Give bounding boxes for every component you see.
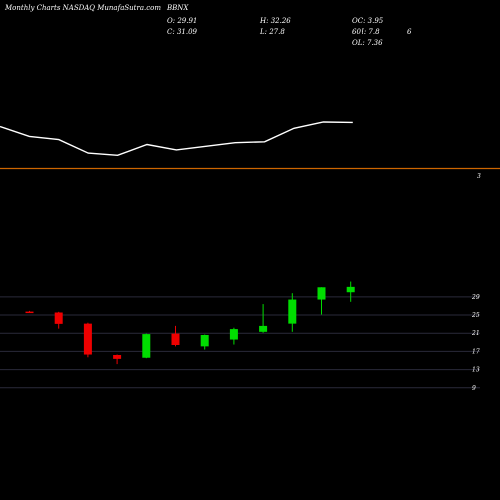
candle-body bbox=[259, 325, 268, 332]
close-value: C: 31.09 bbox=[167, 28, 197, 36]
candle-body bbox=[142, 334, 151, 358]
oh-value: OH: 7.8 bbox=[352, 28, 380, 36]
candle-body bbox=[317, 287, 326, 300]
open-value: O: 29.91 bbox=[167, 17, 198, 25]
indicator-right-label: 3 bbox=[477, 173, 481, 180]
six-label: 6 bbox=[407, 28, 412, 36]
high-value: H: 32.26 bbox=[260, 17, 291, 25]
oc-value: OC: 3.95 bbox=[352, 17, 384, 25]
candle-body bbox=[171, 333, 180, 345]
low-value: L: 27.8 bbox=[260, 28, 285, 36]
candle-body bbox=[229, 329, 238, 340]
y-tick-label: 17 bbox=[472, 348, 480, 355]
candle-body bbox=[54, 312, 63, 324]
y-tick-label: 21 bbox=[471, 330, 480, 337]
candle-body bbox=[346, 286, 355, 293]
sixty-label: 60 bbox=[352, 28, 362, 36]
y-tick-label: 13 bbox=[472, 367, 480, 374]
candle-body bbox=[25, 311, 34, 314]
symbol-label: BBNX bbox=[167, 4, 189, 12]
y-tick-label: 9 bbox=[472, 385, 476, 392]
y-tick-label: 25 bbox=[471, 312, 480, 319]
candle-body bbox=[83, 323, 92, 355]
y-tick-label: 29 bbox=[471, 294, 480, 301]
ol-value: OL: 7.36 bbox=[352, 39, 383, 47]
candle-body bbox=[288, 299, 297, 324]
indicator-line bbox=[0, 121, 353, 157]
chart-source-title: Monthly Charts NASDAQ MunafaSutra.com bbox=[5, 4, 162, 12]
candle-body bbox=[113, 355, 122, 359]
candle-body bbox=[200, 335, 209, 347]
